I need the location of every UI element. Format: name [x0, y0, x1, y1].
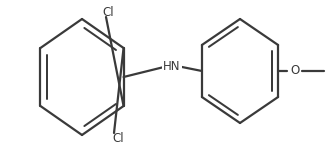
Text: O: O — [290, 64, 300, 78]
Text: Cl: Cl — [102, 5, 114, 18]
Text: Cl: Cl — [112, 131, 124, 144]
Text: HN: HN — [163, 60, 181, 73]
